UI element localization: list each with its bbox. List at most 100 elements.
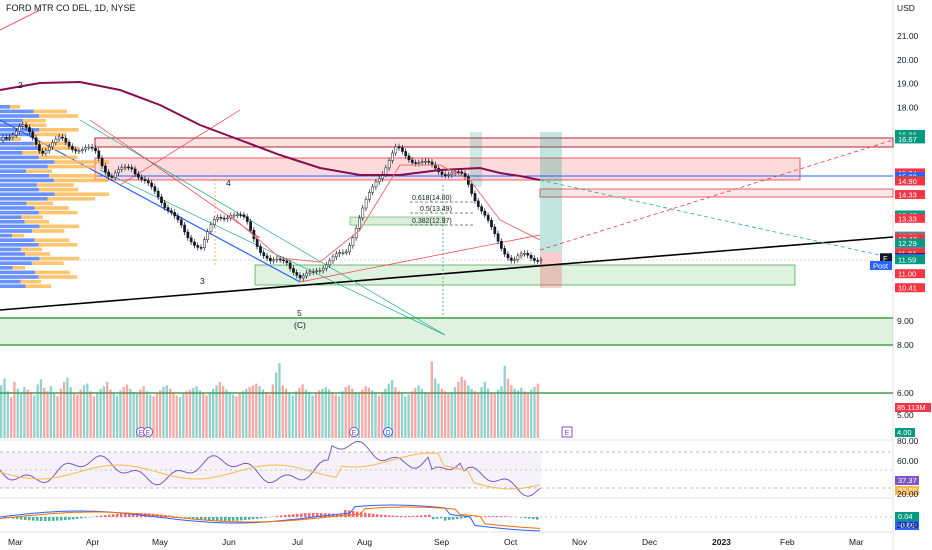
- macd-histogram-bar: [56, 517, 59, 521]
- volume-profile-bar: [0, 105, 20, 109]
- volume-bar: [351, 388, 354, 438]
- macd-histogram-bar: [116, 513, 119, 517]
- volume-bar: [513, 388, 516, 438]
- volume-bar: [3, 378, 6, 438]
- volume-bar: [112, 392, 115, 438]
- svg-text:11.59: 11.59: [898, 256, 916, 265]
- volume-profile-bar: [0, 252, 51, 256]
- volume-bar: [453, 387, 457, 438]
- volume-bar: [92, 396, 96, 438]
- volume-bar: [516, 390, 520, 438]
- event-marker[interactable]: E: [143, 427, 153, 438]
- rsi-tick-label: 20.00: [897, 489, 919, 499]
- macd-histogram-bar: [456, 517, 459, 520]
- rsi-line: [0, 440, 541, 497]
- candle: [364, 196, 368, 211]
- macd-histogram-bar: [72, 517, 75, 520]
- event-marker[interactable]: E: [561, 426, 573, 438]
- candle: [470, 181, 474, 197]
- volume-bar: [53, 393, 56, 438]
- candle: [430, 159, 434, 168]
- candle: [163, 199, 167, 211]
- macd-histogram-bar: [380, 514, 383, 517]
- macd-histogram-bar: [428, 514, 431, 517]
- macd-histogram-bar: [488, 516, 491, 517]
- volume-bar: [225, 389, 228, 438]
- volume-bar: [231, 394, 235, 438]
- macd-histogram-bar: [172, 515, 175, 517]
- macd-histogram-bar: [32, 517, 35, 521]
- candle: [117, 166, 120, 176]
- candle: [133, 165, 137, 177]
- candle: [467, 173, 470, 188]
- svg-text:11.00: 11.00: [898, 270, 916, 279]
- macd-histogram-bar: [524, 517, 527, 519]
- candle: [5, 134, 8, 141]
- volume-profile-bar: [0, 210, 78, 215]
- candle: [41, 147, 45, 157]
- candle: [526, 250, 530, 259]
- volume-bar: [473, 391, 477, 438]
- candle: [176, 212, 180, 223]
- volume-bar: [354, 392, 357, 438]
- long-position-target: [540, 132, 562, 252]
- event-marker[interactable]: D: [383, 427, 393, 438]
- price-tick-label: 18.00: [897, 102, 919, 112]
- macd-histogram-bar: [36, 517, 39, 521]
- volume-bar: [16, 388, 19, 438]
- volume-bar: [314, 393, 318, 438]
- volume-profile-bar: [0, 151, 45, 155]
- macd-histogram-bar: [504, 516, 507, 517]
- volume-bar: [175, 395, 178, 438]
- candle: [166, 204, 170, 214]
- volume-bar: [271, 384, 274, 438]
- candle: [143, 176, 147, 184]
- macd-histogram-bar: [192, 517, 195, 519]
- volume-bar: [122, 387, 125, 438]
- candle: [348, 242, 351, 255]
- macd-histogram-bar: [536, 517, 539, 520]
- wave-label: 5: [297, 308, 302, 318]
- resistance-band-2: [539, 188, 894, 198]
- svg-text:85.113M: 85.113M: [897, 403, 926, 412]
- event-marker[interactable]: E: [349, 427, 359, 438]
- volume-bar: [96, 393, 99, 438]
- volume-bar: [149, 394, 152, 438]
- svg-text:13.33: 13.33: [898, 214, 917, 223]
- rsi-value-tag: 33.20: [895, 486, 919, 495]
- volume-bar: [384, 388, 387, 438]
- volume-bar: [304, 389, 308, 438]
- candle: [100, 155, 104, 169]
- volume-bar: [433, 378, 437, 438]
- macd-histogram-bar: [384, 515, 387, 517]
- candle: [473, 190, 477, 204]
- volume-bar: [457, 381, 460, 438]
- volume-profile-bar: [0, 206, 69, 210]
- macd-histogram-bar: [460, 517, 463, 519]
- volume-bar: [407, 394, 410, 438]
- wave-label: 3: [200, 276, 205, 286]
- volume-bar: [13, 381, 16, 438]
- macd-histogram-bar: [452, 517, 455, 520]
- candle: [51, 139, 54, 150]
- volume-bar: [205, 395, 208, 438]
- macd-histogram-bar: [252, 517, 255, 520]
- macd-histogram-bar: [372, 513, 375, 517]
- chart-title: FORD MTR CO DEL, 1D, NYSE: [6, 3, 136, 13]
- candle: [77, 147, 81, 154]
- volume-bar: [523, 391, 526, 438]
- volume-bar: [62, 381, 66, 438]
- volume-profile-bar: [0, 243, 78, 247]
- macd-histogram-bar: [500, 516, 503, 517]
- candle: [302, 272, 305, 282]
- volume-bar: [245, 388, 248, 438]
- volume-bar: [251, 385, 255, 438]
- volume-profile-bar: [0, 123, 47, 127]
- macd-histogram-bar: [240, 517, 243, 521]
- macd-histogram-bar: [332, 513, 335, 517]
- volume-bar: [228, 392, 231, 438]
- volume-profile-bar: [0, 266, 26, 270]
- volume-bar: [294, 391, 298, 438]
- candle: [311, 268, 315, 275]
